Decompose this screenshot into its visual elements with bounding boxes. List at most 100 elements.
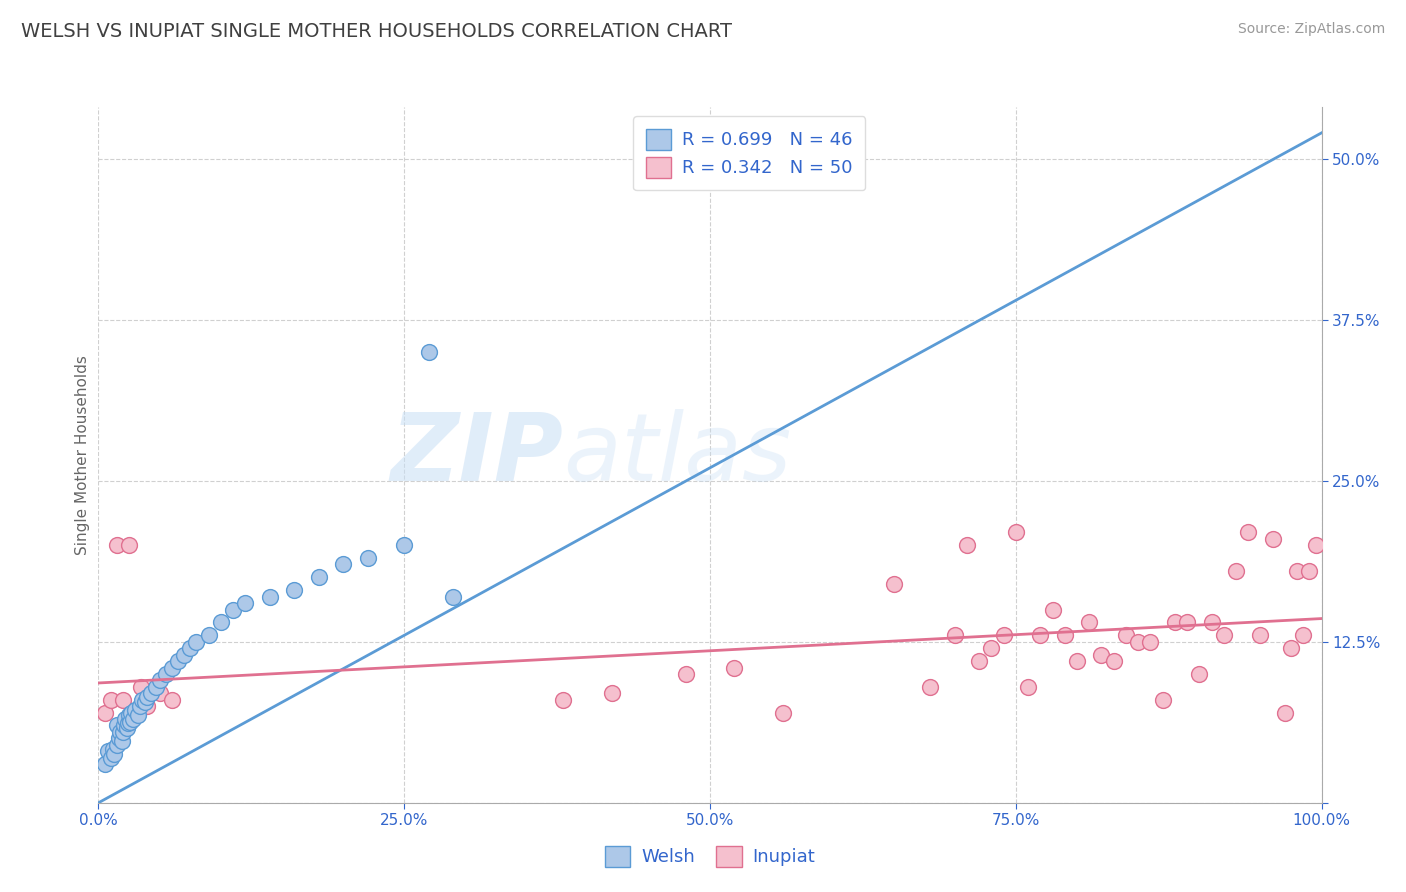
Point <box>114 712 136 726</box>
Point <box>1152 692 1174 706</box>
Point <box>120 714 142 729</box>
Point <box>356 551 378 566</box>
Point <box>233 596 256 610</box>
Point <box>179 641 201 656</box>
Point <box>1292 628 1315 642</box>
Point <box>129 680 152 694</box>
Point <box>131 692 153 706</box>
Point <box>332 558 354 572</box>
Point <box>956 538 979 552</box>
Point <box>97 744 120 758</box>
Point <box>93 706 115 720</box>
Point <box>441 590 464 604</box>
Point <box>1237 525 1260 540</box>
Point <box>600 686 623 700</box>
Point <box>1188 667 1211 681</box>
Point <box>139 686 162 700</box>
Point <box>308 570 330 584</box>
Point <box>111 734 134 748</box>
Point <box>967 654 990 668</box>
Point <box>1212 628 1234 642</box>
Point <box>124 706 146 720</box>
Point <box>209 615 232 630</box>
Text: Source: ZipAtlas.com: Source: ZipAtlas.com <box>1237 22 1385 37</box>
Point <box>392 538 416 552</box>
Point <box>1029 628 1052 642</box>
Point <box>124 703 146 717</box>
Point <box>197 628 219 642</box>
Point <box>136 699 159 714</box>
Point <box>93 757 115 772</box>
Point <box>100 750 122 764</box>
Point <box>1017 680 1039 694</box>
Point <box>105 538 128 552</box>
Point <box>1274 706 1296 720</box>
Point <box>1286 564 1309 578</box>
Point <box>129 699 152 714</box>
Point <box>160 692 183 706</box>
Point <box>103 747 125 761</box>
Point <box>105 738 128 752</box>
Point <box>723 660 745 674</box>
Point <box>259 590 281 604</box>
Point <box>149 673 172 688</box>
Point <box>1053 628 1076 642</box>
Point <box>155 667 177 681</box>
Y-axis label: Single Mother Households: Single Mother Households <box>75 355 90 555</box>
Point <box>173 648 195 662</box>
Text: ZIP: ZIP <box>391 409 564 501</box>
Point <box>108 731 131 746</box>
Point <box>1279 641 1302 656</box>
Point <box>920 680 942 694</box>
Text: WELSH VS INUPIAT SINGLE MOTHER HOUSEHOLDS CORRELATION CHART: WELSH VS INUPIAT SINGLE MOTHER HOUSEHOLD… <box>21 22 733 41</box>
Point <box>117 715 139 730</box>
Point <box>127 708 149 723</box>
Point <box>1128 634 1150 648</box>
Point <box>1298 564 1320 578</box>
Point <box>1175 615 1198 630</box>
Point <box>883 576 905 591</box>
Text: atlas: atlas <box>564 409 792 500</box>
Point <box>675 667 697 681</box>
Point <box>121 712 143 726</box>
Point <box>222 602 245 616</box>
Point <box>149 686 172 700</box>
Point <box>120 706 142 720</box>
Point <box>145 680 167 694</box>
Point <box>1164 615 1187 630</box>
Point <box>160 660 183 674</box>
Point <box>993 628 1015 642</box>
Point <box>1201 615 1223 630</box>
Point <box>1078 615 1101 630</box>
Point <box>1225 564 1247 578</box>
Point <box>1305 538 1327 552</box>
Legend: Welsh, Inupiat: Welsh, Inupiat <box>598 838 823 874</box>
Point <box>1102 654 1125 668</box>
Point <box>167 654 190 668</box>
Point <box>136 690 159 705</box>
Point <box>418 344 440 359</box>
Point <box>980 641 1002 656</box>
Point <box>772 706 794 720</box>
Point <box>112 718 135 732</box>
Point <box>100 692 122 706</box>
Point <box>134 695 156 709</box>
Point <box>1139 634 1161 648</box>
Point <box>1115 628 1137 642</box>
Point <box>118 538 141 552</box>
Point <box>111 725 134 739</box>
Point <box>1042 602 1064 616</box>
Point <box>943 628 966 642</box>
Point <box>1066 654 1088 668</box>
Point <box>110 725 132 739</box>
Point <box>111 692 134 706</box>
Point <box>105 718 128 732</box>
Point <box>553 692 575 706</box>
Point <box>101 741 124 756</box>
Point <box>1004 525 1026 540</box>
Point <box>1090 648 1112 662</box>
Point <box>118 708 141 723</box>
Point <box>186 634 208 648</box>
Point <box>1261 532 1284 546</box>
Point <box>115 721 138 735</box>
